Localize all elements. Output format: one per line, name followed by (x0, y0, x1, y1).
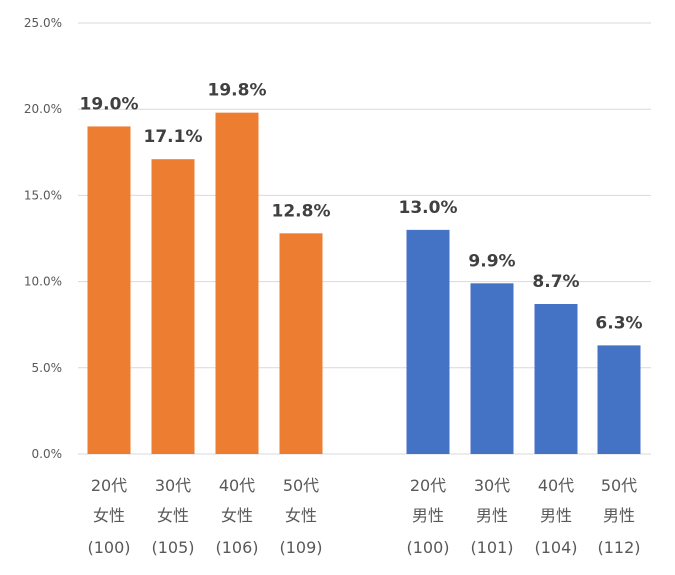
category-label: 男性 (540, 506, 572, 525)
y-tick-label: 10.0% (24, 275, 62, 289)
category-label: 20代 (410, 476, 446, 495)
bar (215, 112, 259, 454)
data-label: 19.0% (80, 94, 139, 114)
category-label: 女性 (93, 506, 125, 525)
category-label: 男性 (476, 506, 508, 525)
data-label: 8.7% (532, 272, 579, 292)
category-label: 20代 (91, 476, 127, 495)
bar (597, 345, 641, 454)
category-label: (104) (534, 538, 577, 557)
category-label: 30代 (474, 476, 510, 495)
data-label: 12.8% (272, 201, 331, 221)
y-tick-label: 25.0% (24, 16, 62, 30)
category-label: (105) (151, 538, 194, 557)
bar (151, 159, 195, 455)
y-tick-label: 20.0% (24, 102, 62, 116)
y-tick-label: 0.0% (32, 447, 63, 461)
bar (470, 283, 514, 454)
category-label: (100) (87, 538, 130, 557)
category-label: 50代 (283, 476, 319, 495)
category-label: 40代 (538, 476, 574, 495)
data-label: 9.9% (468, 251, 515, 271)
y-tick-label: 15.0% (24, 188, 62, 202)
bars (87, 112, 641, 455)
bar (279, 233, 323, 454)
bar (534, 304, 578, 454)
category-label: 女性 (285, 506, 317, 525)
category-label: 30代 (155, 476, 191, 495)
data-label: 6.3% (595, 313, 642, 333)
category-label: 40代 (219, 476, 255, 495)
y-axis-ticks: 0.0% 5.0% 10.0% 15.0% 20.0% 25.0% (24, 16, 62, 461)
bar (406, 229, 450, 454)
data-label: 13.0% (399, 198, 458, 218)
data-label: 17.1% (144, 127, 203, 147)
category-label: 女性 (157, 506, 189, 525)
category-label: (101) (470, 538, 513, 557)
data-labels: 19.0%17.1% 19.8% 12.8% 13.0% 9.9% 8.7% 6.3% (80, 81, 643, 334)
category-label: (106) (215, 538, 258, 557)
category-label: 女性 (221, 506, 253, 525)
category-label: (100) (406, 538, 449, 557)
bar (87, 126, 131, 454)
category-label: 男性 (412, 506, 444, 525)
category-label: 50代 (601, 476, 637, 495)
category-label: 男性 (603, 506, 635, 525)
data-label: 19.8% (208, 81, 267, 101)
category-label: (112) (597, 538, 640, 557)
y-tick-label: 5.0% (32, 361, 63, 375)
category-label: (109) (279, 538, 322, 557)
